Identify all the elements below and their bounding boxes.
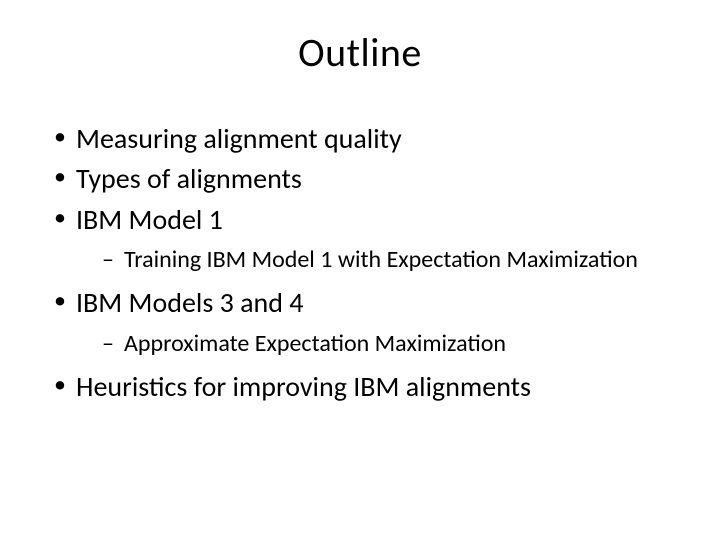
list-item: Types of alignments bbox=[48, 161, 672, 197]
slide-title: Outline bbox=[48, 28, 672, 77]
bullet-text: Approximate Expectation Maximization bbox=[124, 329, 506, 358]
list-item: IBM Model 1 Training IBM Model 1 with Ex… bbox=[48, 202, 672, 276]
slide: Outline Measuring alignment quality Type… bbox=[0, 0, 720, 540]
bullet-text: IBM Models 3 and 4 bbox=[76, 285, 304, 320]
bullet-text: Heuristics for improving IBM alignments bbox=[76, 369, 531, 404]
bullet-text: Measuring alignment quality bbox=[76, 121, 402, 156]
bullet-text: Types of alignments bbox=[76, 161, 302, 196]
bullet-text: IBM Model 1 bbox=[76, 202, 223, 237]
list-item: IBM Models 3 and 4 Approximate Expectati… bbox=[48, 285, 672, 359]
list-item: Measuring alignment quality bbox=[48, 121, 672, 157]
list-item: Heuristics for improving IBM alignments bbox=[48, 369, 672, 405]
bullet-list: Measuring alignment quality Types of ali… bbox=[48, 121, 672, 405]
sub-bullet-list: Training IBM Model 1 with Expectation Ma… bbox=[76, 244, 672, 275]
list-item: Approximate Expectation Maximization bbox=[100, 328, 672, 359]
sub-bullet-list: Approximate Expectation Maximization bbox=[76, 328, 672, 359]
bullet-text: Training IBM Model 1 with Expectation Ma… bbox=[124, 245, 638, 274]
list-item: Training IBM Model 1 with Expectation Ma… bbox=[100, 244, 672, 275]
